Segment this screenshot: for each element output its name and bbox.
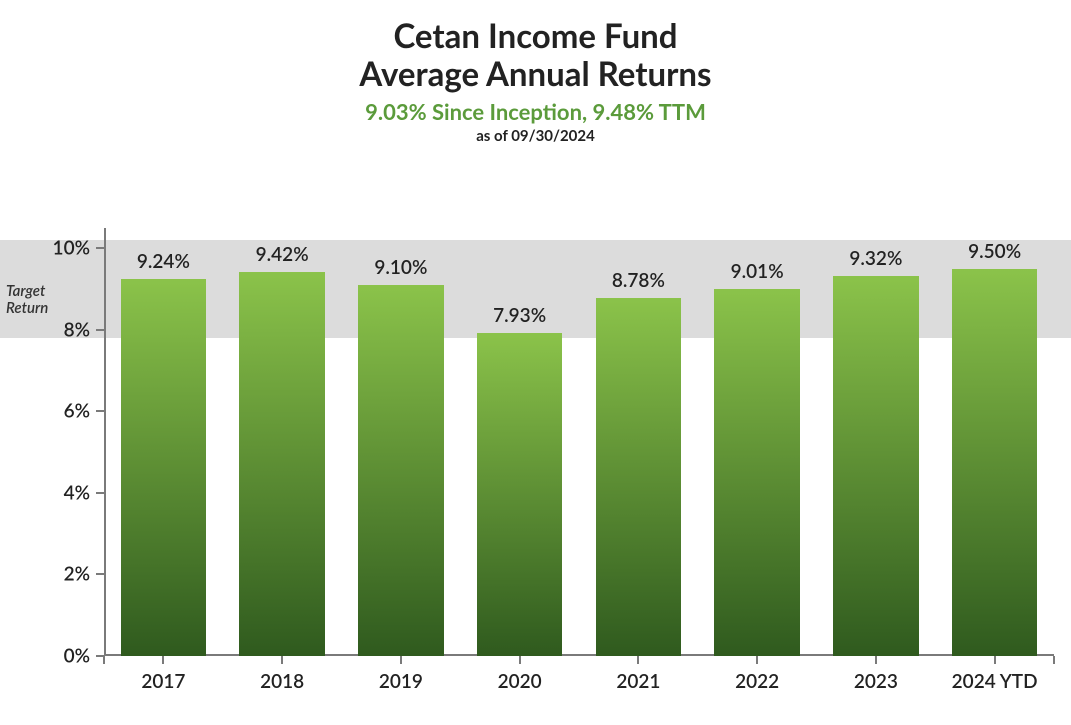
y-tick-label: 10%: [53, 237, 104, 260]
x-tick-mark: [281, 656, 283, 664]
y-tick-label: 0%: [64, 645, 104, 668]
bar: [358, 285, 444, 656]
bar: [239, 272, 325, 656]
returns-bar-chart: Target Return 0%2%4%6%8%10%9.24%20179.42…: [0, 0, 1071, 725]
x-tick-mark: [637, 656, 639, 664]
bar-value-label: 9.32%: [849, 247, 902, 270]
x-category-label: 2019: [379, 670, 423, 693]
x-category-label: 2024 YTD: [952, 670, 1038, 693]
bar-value-label: 7.93%: [493, 304, 546, 327]
bar-value-label: 8.78%: [612, 269, 665, 292]
x-category-label: 2023: [854, 670, 898, 693]
bar-value-label: 9.10%: [374, 256, 427, 279]
y-tick-label: 4%: [64, 481, 104, 504]
x-tick-mark: [519, 656, 521, 664]
x-tick-mark: [1053, 656, 1055, 664]
bar: [121, 279, 207, 656]
bar: [952, 269, 1038, 656]
x-tick-mark: [994, 656, 996, 664]
x-tick-mark: [162, 656, 164, 664]
target-return-label: Target Return: [6, 283, 48, 316]
bar-value-label: 9.50%: [968, 240, 1021, 263]
bar-value-label: 9.24%: [137, 250, 190, 273]
plot-area: 0%2%4%6%8%10%9.24%20179.42%20189.10%2019…: [104, 228, 1054, 656]
y-tick-label: 2%: [64, 563, 104, 586]
x-tick-mark: [875, 656, 877, 664]
bar: [596, 298, 682, 656]
x-category-label: 2020: [498, 670, 542, 693]
bar: [477, 333, 563, 656]
x-category-label: 2018: [260, 670, 304, 693]
y-tick-label: 8%: [64, 318, 104, 341]
x-tick-mark: [400, 656, 402, 664]
bar: [714, 289, 800, 656]
x-category-label: 2017: [141, 670, 185, 693]
bar: [833, 276, 919, 656]
y-tick-label: 6%: [64, 400, 104, 423]
x-tick-mark: [103, 656, 105, 664]
target-label-line2: Return: [6, 299, 48, 317]
y-axis: [104, 228, 106, 656]
x-tick-mark: [756, 656, 758, 664]
target-label-line1: Target: [6, 282, 45, 300]
x-category-label: 2021: [616, 670, 660, 693]
bar-value-label: 9.42%: [256, 243, 309, 266]
x-category-label: 2022: [735, 670, 779, 693]
bar-value-label: 9.01%: [731, 260, 784, 283]
